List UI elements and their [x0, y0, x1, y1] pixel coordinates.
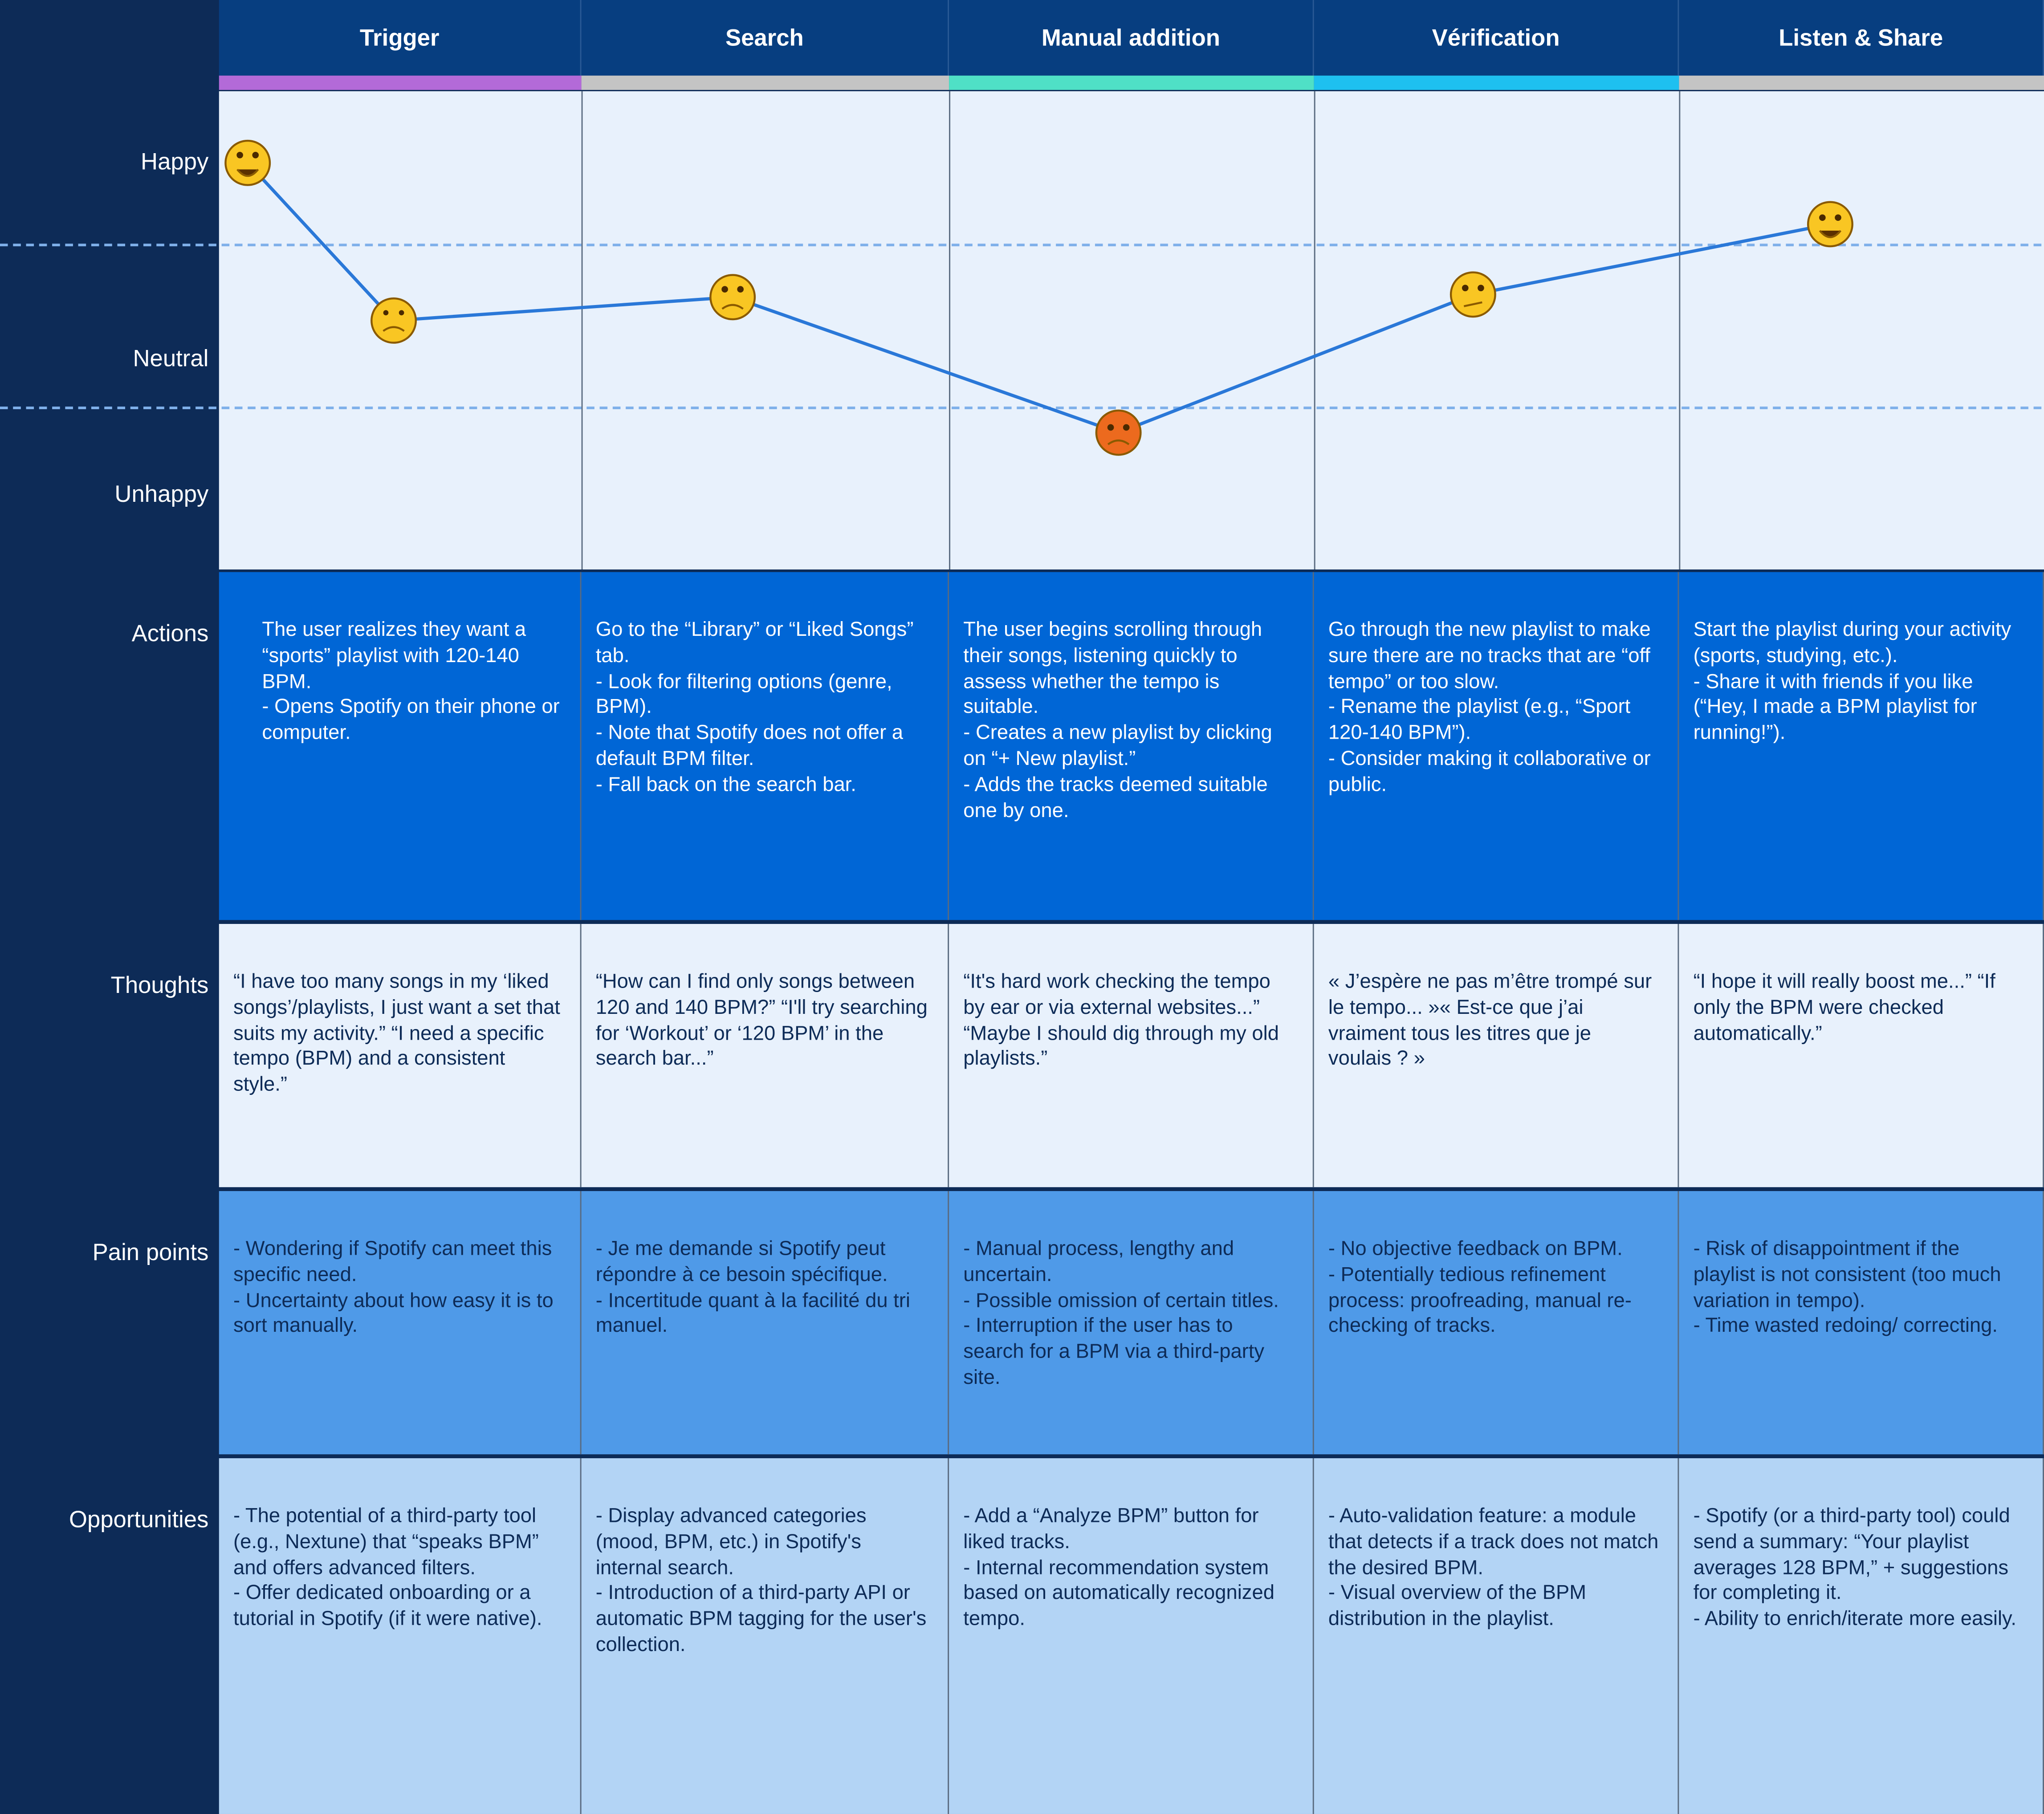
stage-header: Listen & Share	[1679, 0, 2044, 76]
stage-header: Trigger	[219, 0, 582, 76]
emoji-faces	[224, 139, 1853, 456]
row-cell: “It's hard work checking the tempo by ea…	[949, 924, 1314, 1188]
row-cell: “I have too many songs in my ‘liked song…	[219, 924, 582, 1188]
stage-header: Manual addition	[949, 0, 1314, 76]
emotion-area	[219, 91, 2044, 569]
emotion-label: Neutral	[133, 345, 209, 372]
row-cell: - The potential of a third-party tool (e…	[219, 1458, 582, 1814]
stage-bar	[1679, 75, 2044, 90]
row-cell: Start the playlist during your activity …	[1679, 572, 2044, 920]
row-cell: - Je me demande si Spotify peut répondre…	[581, 1191, 949, 1455]
row-cell: - Risk of disappointment if the playlist…	[1679, 1191, 2044, 1455]
emotion-label: Unhappy	[114, 480, 209, 507]
row-label: Pain points	[92, 1239, 209, 1265]
emotion-curve	[0, 91, 2044, 569]
row-cell: “How can I find only songs between 120 a…	[581, 924, 949, 1188]
row-cell: - Add a “Analyze BPM” button for liked t…	[949, 1458, 1314, 1814]
stage-bar	[581, 75, 949, 90]
row-cell: - Wondering if Spotify can meet this spe…	[219, 1191, 582, 1455]
stage-header: Search	[581, 0, 949, 76]
stage-header: Vérification	[1314, 0, 1679, 76]
emotion-label: Happy	[141, 148, 209, 175]
stage-bar	[949, 75, 1314, 90]
row-cell: - Display advanced categories (mood, BPM…	[581, 1458, 949, 1814]
emoji-eyes	[236, 151, 1841, 431]
emotion-line	[246, 162, 1831, 435]
level-lines	[0, 244, 2044, 409]
row-cell: « J’espère ne pas m’être trompé sur le t…	[1314, 924, 1679, 1188]
row-cell: “I hope it will really boost me...” “If …	[1679, 924, 2044, 1188]
stage-bar	[1314, 75, 1679, 90]
column-lines	[581, 91, 1681, 569]
row-cell: - Auto-validation feature: a module that…	[1314, 1458, 1679, 1814]
row-cell: - Spotify (or a third-party tool) could …	[1679, 1458, 2044, 1814]
row-label: Thoughts	[110, 972, 209, 998]
row-cell: The user begins scrolling through their …	[949, 572, 1314, 920]
row-cell: - Manual process, lengthy and uncertain.…	[949, 1191, 1314, 1455]
row-cell: Go through the new playlist to make sure…	[1314, 572, 1679, 920]
row-label: Opportunities	[69, 1506, 209, 1533]
row-cell: - No objective feedback on BPM. - Potent…	[1314, 1191, 1679, 1455]
row-cell: Go to the “Library” or “Liked Songs” tab…	[581, 572, 949, 920]
row-label: Actions	[131, 620, 209, 647]
row-cell: The user realizes they want a “sports” p…	[219, 572, 582, 920]
stage-bar	[219, 75, 582, 90]
